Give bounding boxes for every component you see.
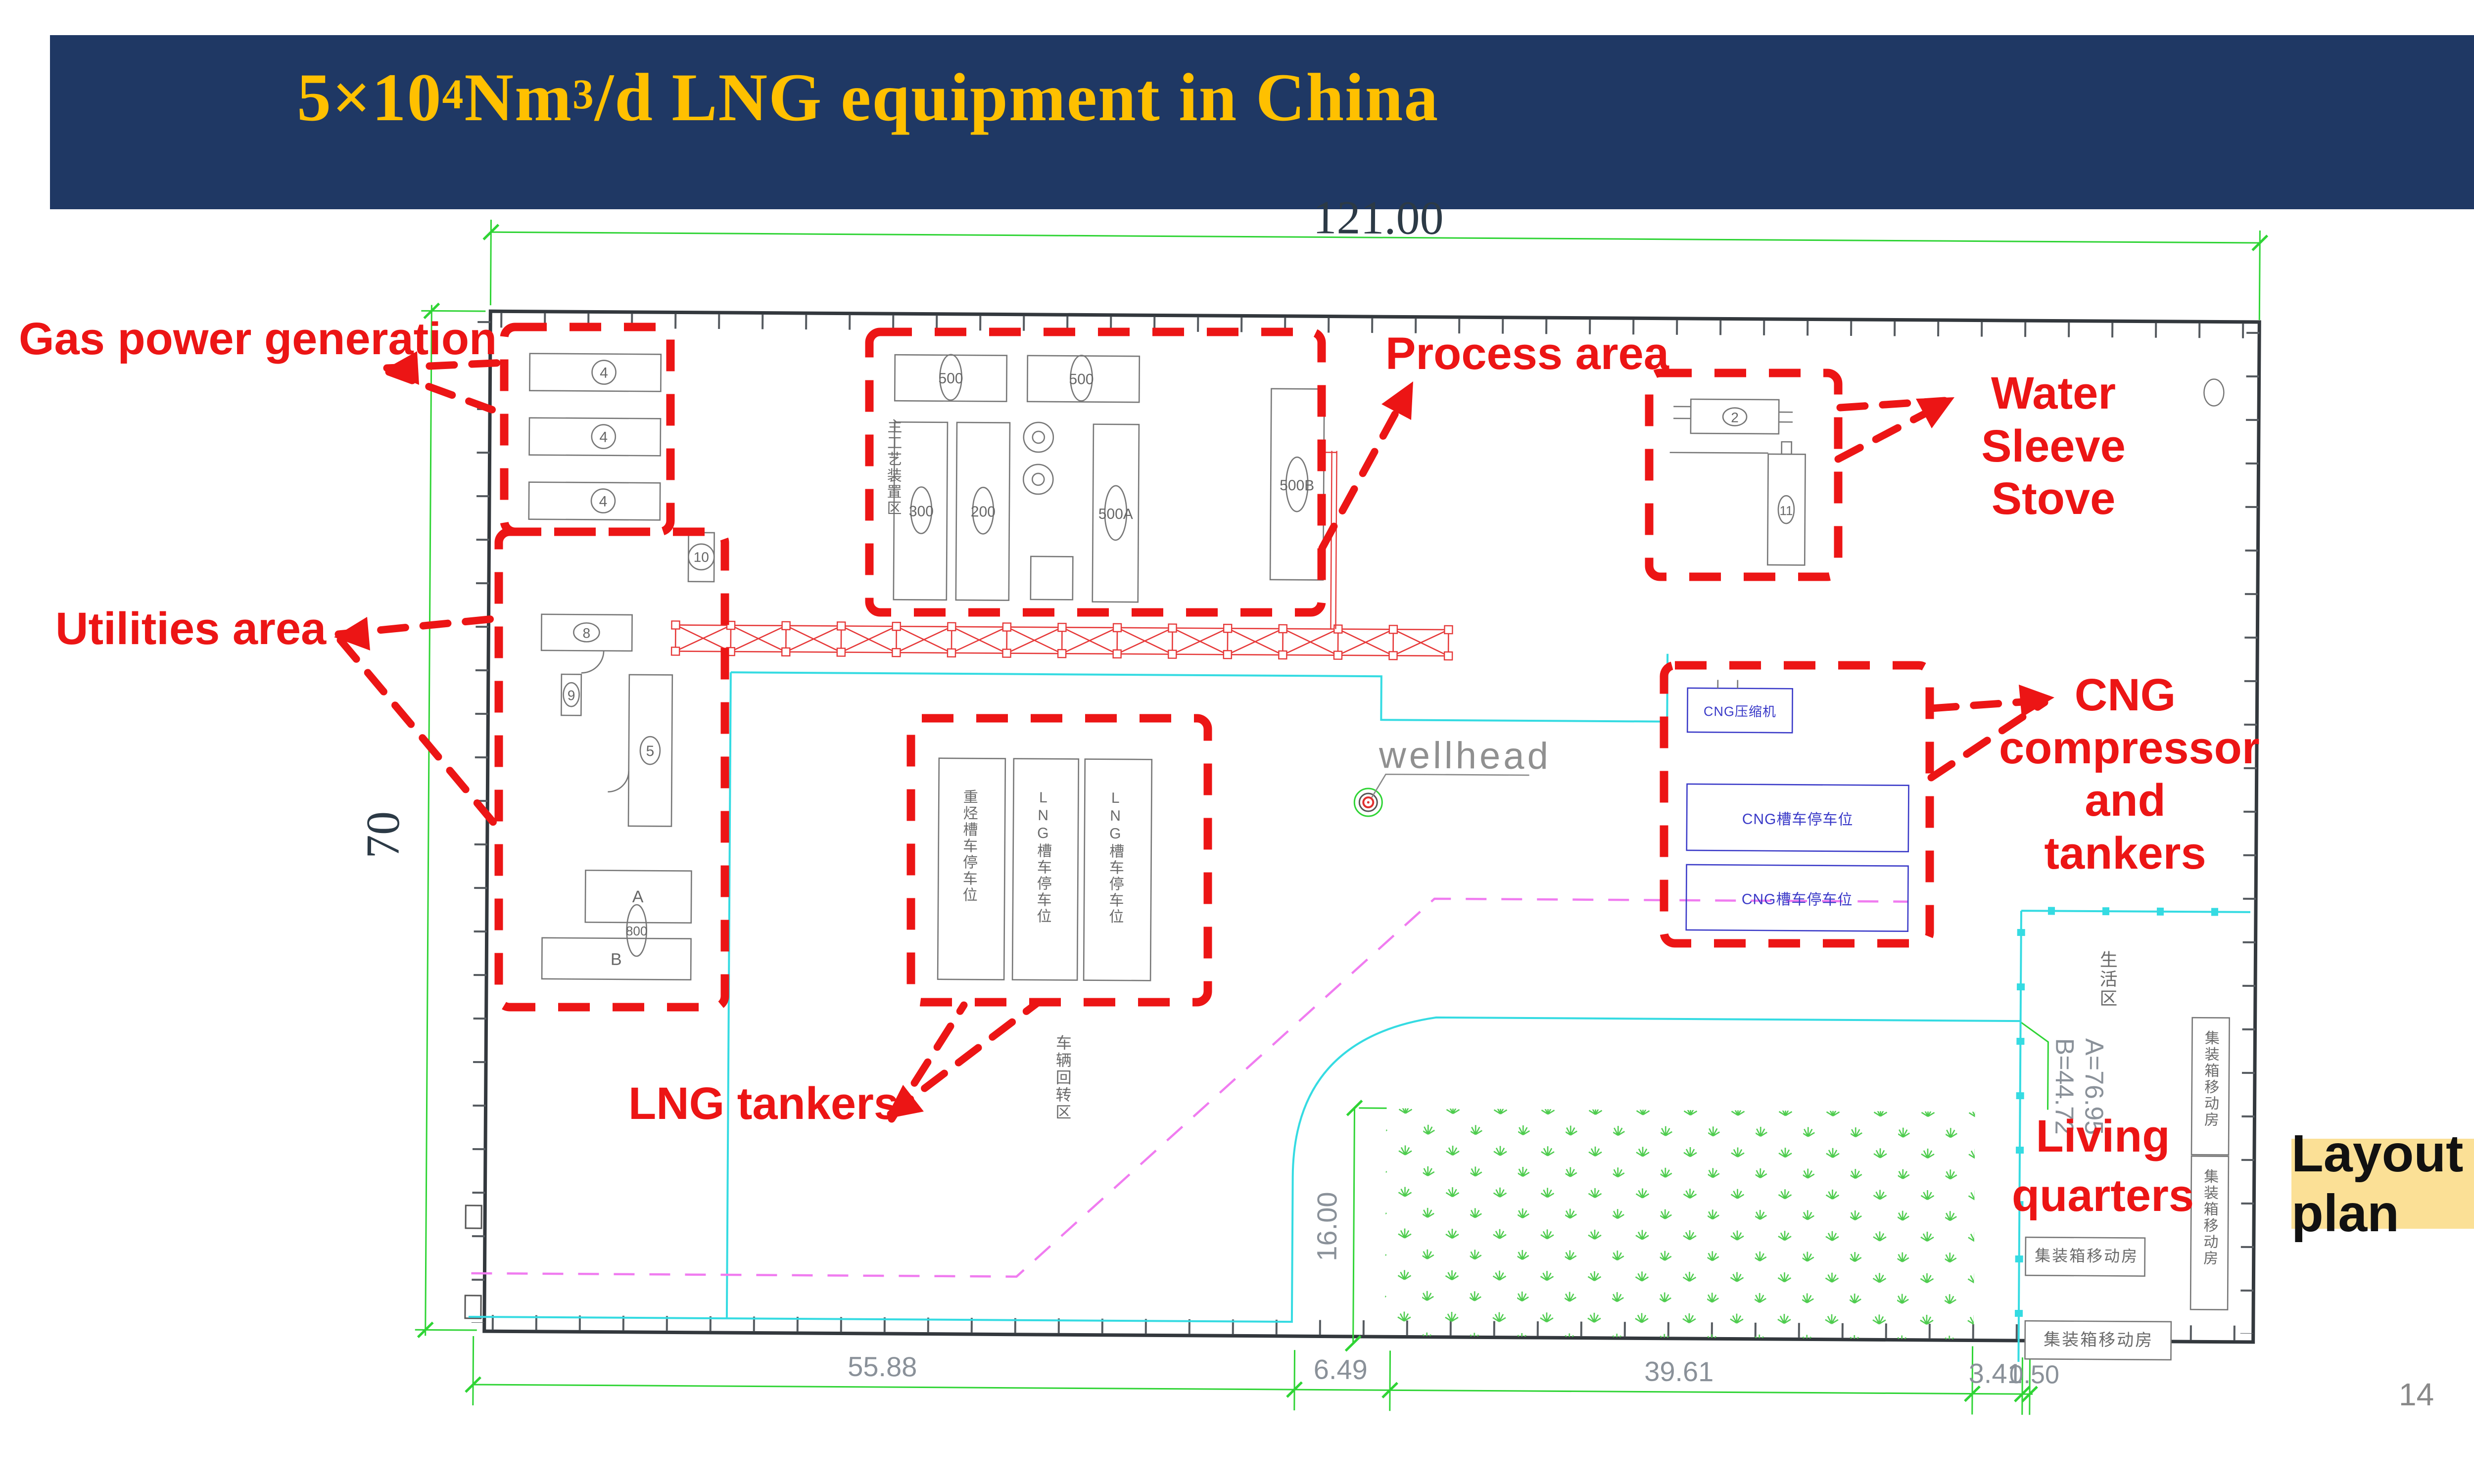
title-part: Nm bbox=[464, 59, 573, 135]
wellhead-symbol bbox=[1353, 773, 1529, 817]
cng-line2: compressor bbox=[1999, 722, 2260, 773]
rack-risers bbox=[1324, 451, 1337, 629]
water-stove-label: Water Sleeve Stove bbox=[1920, 367, 2187, 525]
gas-power-box bbox=[500, 323, 675, 536]
layout-plan-badge: Layout plan bbox=[2291, 1124, 2474, 1243]
water-stove-box bbox=[1645, 369, 1843, 581]
title-superscript: 4 bbox=[442, 71, 465, 118]
page-title: 5×104Nm3/d LNG equipment in China bbox=[297, 63, 1439, 132]
title-part: 5×10 bbox=[297, 59, 442, 135]
process-area-box bbox=[865, 327, 1326, 617]
dim-bottom: 55.88 bbox=[848, 1351, 917, 1383]
manhole-symbol bbox=[2203, 378, 2225, 407]
dim-left-height: 70 bbox=[356, 811, 410, 859]
tag-10: 10 bbox=[694, 550, 709, 565]
water-stove-line2: Sleeve Stove bbox=[1981, 420, 2126, 524]
utilities-equipment bbox=[540, 613, 692, 980]
dimension-lines bbox=[415, 220, 2268, 1415]
page-number: 14 bbox=[2399, 1377, 2434, 1412]
tag-2: 2 bbox=[1731, 410, 1739, 425]
tag-9: 9 bbox=[568, 688, 575, 703]
tag-a: A bbox=[632, 887, 644, 906]
dim-bottom: 3.41 bbox=[1969, 1357, 2023, 1389]
utilities-arrow-line bbox=[334, 614, 503, 831]
dim-living-b: B=44.72 bbox=[2049, 1038, 2079, 1135]
living-line2: quarters bbox=[2011, 1170, 2194, 1221]
tag-11: 11 bbox=[1779, 503, 1793, 518]
cng-label: CNG compressor and tankers bbox=[1999, 669, 2260, 880]
dim-bottom: 0.50 bbox=[2009, 1360, 2059, 1390]
process-area-label: Process area bbox=[1385, 328, 1669, 379]
stove-arrowhead bbox=[1916, 397, 1954, 428]
header-bar bbox=[50, 35, 2474, 209]
lng-arrowhead bbox=[886, 1085, 924, 1119]
tag-500: 500 bbox=[1069, 371, 1094, 387]
lng-tankers-box bbox=[906, 714, 1212, 1007]
tag-5: 5 bbox=[646, 743, 654, 759]
dim-grass-depth: 16.00 bbox=[1311, 1192, 1343, 1261]
lng-tankers-label: LNG tankers bbox=[628, 1078, 900, 1129]
stove-equipment bbox=[1669, 398, 1806, 566]
wellhead-label: wellhead bbox=[1379, 734, 1552, 777]
layout-plan-text: Layout plan bbox=[2291, 1124, 2464, 1243]
cng-line1: CNG bbox=[2074, 670, 2176, 720]
dim-top-width: 121.00 bbox=[1313, 190, 1444, 244]
tag-500a: 500A bbox=[1098, 506, 1133, 522]
living-quarters-label: Living quarters bbox=[1994, 1107, 2212, 1225]
process-arrowhead bbox=[1381, 381, 1413, 420]
cng-box bbox=[1660, 661, 1934, 948]
tag-800: 800 bbox=[626, 924, 648, 938]
container-houses bbox=[2024, 1017, 2230, 1361]
pipe-rack-truss bbox=[670, 620, 1453, 661]
cng-arrowhead bbox=[2019, 685, 2054, 717]
tag-500: 500 bbox=[938, 371, 963, 387]
cng-boxes bbox=[1685, 680, 1909, 932]
tag-gen: 4 bbox=[600, 365, 608, 381]
gate-symbol bbox=[464, 1295, 482, 1319]
process-equipment bbox=[893, 354, 1325, 603]
lng-stalls bbox=[937, 757, 1153, 981]
title-part: /d LNG equipment in China bbox=[594, 59, 1439, 135]
tag-8: 8 bbox=[582, 625, 590, 641]
magenta-boundary bbox=[471, 897, 1909, 1278]
dim-bottom: 6.49 bbox=[1314, 1353, 1368, 1385]
site-border bbox=[464, 309, 2261, 1344]
tag-gen: 4 bbox=[599, 494, 608, 510]
grass-area bbox=[1384, 1108, 1975, 1340]
gas-generators bbox=[528, 353, 715, 583]
tag-500b: 500B bbox=[1280, 477, 1314, 494]
gate-symbol bbox=[465, 1205, 482, 1229]
process-arrow-line bbox=[1318, 387, 1412, 552]
water-stove-line1: Water bbox=[1991, 368, 2116, 418]
tag-300: 300 bbox=[909, 503, 934, 519]
dim-living-a: A=76.95 bbox=[2079, 1038, 2108, 1135]
gas-power-label: Gas power generation bbox=[19, 314, 497, 364]
living-line1: Living bbox=[2036, 1111, 2170, 1161]
tag-b: B bbox=[611, 950, 622, 969]
gas-arrowhead bbox=[383, 351, 419, 385]
tag-200: 200 bbox=[971, 504, 996, 520]
tag-gen: 4 bbox=[599, 429, 608, 446]
cng-line3: and tankers bbox=[2044, 775, 2206, 879]
utilities-box bbox=[494, 527, 729, 1012]
utilities-label: Utilities area bbox=[55, 603, 327, 654]
utilities-arrowhead bbox=[334, 617, 370, 650]
dim-bottom: 39.61 bbox=[1644, 1355, 1714, 1387]
title-superscript: 3 bbox=[572, 71, 595, 118]
